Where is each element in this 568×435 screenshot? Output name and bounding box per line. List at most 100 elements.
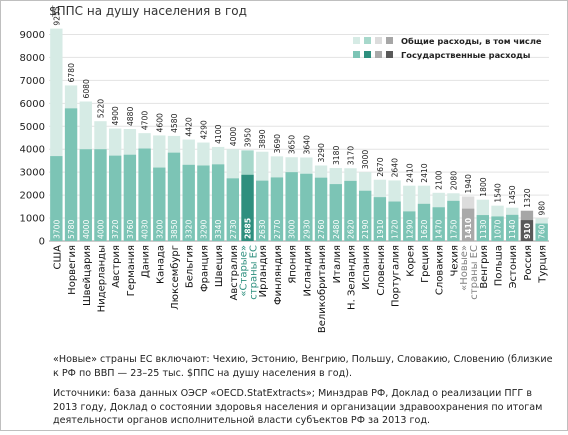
chart-title: $ППС на душу населения в год bbox=[49, 4, 247, 18]
legend-swatch-total-3 bbox=[375, 37, 382, 44]
category-label: Австрия bbox=[111, 245, 122, 288]
category-label: Венгрия bbox=[479, 245, 490, 289]
data-label-public: 2190 bbox=[361, 220, 370, 239]
bar-public bbox=[94, 149, 107, 241]
category-label: Австралия bbox=[229, 245, 240, 300]
category-label: Люксембург bbox=[170, 245, 181, 310]
category-label: США bbox=[52, 245, 63, 270]
category-label: Бельгия bbox=[185, 245, 196, 288]
bar-public bbox=[535, 223, 548, 241]
bar-public bbox=[314, 177, 328, 241]
category-label: Греция bbox=[420, 245, 431, 283]
y-tick-label: 6000 bbox=[20, 99, 45, 110]
bar-public bbox=[359, 190, 372, 241]
bar-public bbox=[79, 149, 92, 241]
y-tick-label: 8000 bbox=[20, 53, 45, 64]
data-label-total: 2080 bbox=[449, 171, 458, 190]
bar-public bbox=[506, 214, 519, 241]
data-label-total: 3290 bbox=[317, 143, 326, 162]
data-label-public: 1290 bbox=[405, 220, 414, 239]
category-label: Чехия bbox=[449, 245, 460, 276]
bar-public bbox=[432, 207, 445, 241]
bar-public bbox=[388, 201, 401, 241]
category-label: Россия bbox=[523, 245, 534, 281]
data-label-public: 3320 bbox=[185, 220, 194, 239]
data-label-public: 3760 bbox=[126, 220, 135, 239]
data-label-public: 4030 bbox=[141, 220, 150, 239]
note-sources: Источники: база данных ОЭСР «OECD.StatEx… bbox=[53, 388, 543, 427]
category-label: Канада bbox=[155, 245, 166, 284]
data-label-total: 3690 bbox=[273, 134, 282, 153]
data-label-public: 2885 bbox=[244, 218, 253, 239]
y-tick-label: 2000 bbox=[20, 191, 45, 202]
data-label-total: 4600 bbox=[155, 113, 164, 132]
bar-public bbox=[197, 165, 210, 241]
bar-public bbox=[417, 203, 431, 241]
bar-public bbox=[123, 154, 137, 241]
data-label-public: 3850 bbox=[170, 220, 179, 239]
data-label-public: 3700 bbox=[52, 220, 61, 239]
data-label-public: 3290 bbox=[199, 220, 208, 239]
bar-public bbox=[211, 164, 225, 241]
data-label-total: 980 bbox=[538, 201, 547, 216]
category-label: Финляндия bbox=[273, 245, 284, 305]
data-label-public: 1620 bbox=[420, 220, 429, 239]
category-label: Нидерланды bbox=[96, 245, 107, 312]
y-tick-label: 9000 bbox=[20, 30, 45, 41]
data-label-total: 2670 bbox=[376, 157, 385, 176]
bar-public bbox=[226, 178, 239, 241]
y-tick-label: 5000 bbox=[20, 122, 45, 133]
bar-public bbox=[300, 173, 313, 241]
data-label-total: 6780 bbox=[67, 63, 76, 82]
bar-public bbox=[447, 200, 460, 241]
legend-label-total: Общие расходы, в том числе bbox=[401, 36, 542, 46]
data-label-total: 3650 bbox=[288, 135, 297, 154]
data-label-total: 1320 bbox=[523, 188, 532, 207]
data-label-public: 2620 bbox=[346, 220, 355, 239]
category-label: Италия bbox=[332, 245, 343, 283]
bar-public bbox=[138, 148, 151, 241]
bar-public bbox=[153, 167, 166, 241]
note-new-eu: «Новые» страны ЕС включают: Чехию, Эстон… bbox=[53, 354, 553, 379]
legend-swatch-total-2 bbox=[364, 37, 371, 44]
data-label-public: 1720 bbox=[391, 220, 400, 239]
data-label-total: 4290 bbox=[199, 120, 208, 139]
bar-public bbox=[461, 208, 475, 241]
legend-swatch-public-1 bbox=[353, 51, 360, 58]
bar-public bbox=[344, 180, 357, 241]
data-label-total: 3640 bbox=[302, 135, 311, 154]
category-label: Эстония bbox=[508, 245, 519, 288]
category-label-line2: страны ЕС bbox=[249, 245, 260, 300]
data-label-total: 4900 bbox=[111, 106, 120, 125]
bar-public bbox=[520, 220, 534, 241]
data-label-public: 1070 bbox=[494, 220, 503, 239]
bar-public bbox=[285, 172, 298, 241]
data-label-total: 6080 bbox=[82, 79, 91, 98]
footnotes: «Новые» страны ЕС включают: Чехию, Эстон… bbox=[53, 353, 553, 435]
bar-public bbox=[491, 216, 504, 241]
data-label-total: 3950 bbox=[244, 128, 253, 147]
data-label-public: 1410 bbox=[464, 218, 473, 239]
data-label-total: 1800 bbox=[479, 177, 488, 196]
y-tick-label: 1000 bbox=[20, 214, 45, 225]
legend-swatch-public-4 bbox=[386, 51, 393, 58]
legend-swatch-public-3 bbox=[375, 51, 382, 58]
data-label-public: 760 bbox=[538, 224, 547, 239]
y-tick-label: 4000 bbox=[20, 145, 45, 156]
legend-swatch-total-4 bbox=[386, 37, 393, 44]
category-label: Польша bbox=[494, 245, 505, 286]
data-label-public: 2930 bbox=[302, 220, 311, 239]
category-label: Корея bbox=[405, 245, 416, 277]
data-label-total: 1540 bbox=[494, 183, 503, 202]
data-label-public: 3720 bbox=[111, 220, 120, 239]
data-label-public: 1910 bbox=[376, 220, 385, 239]
data-label-public: 1750 bbox=[449, 220, 458, 239]
data-label-total: 2410 bbox=[405, 163, 414, 182]
bar-public bbox=[182, 164, 195, 241]
category-label: Великобритания bbox=[317, 245, 328, 333]
data-label-total: 1940 bbox=[464, 174, 473, 193]
data-label-total: 4000 bbox=[229, 127, 238, 146]
data-label-public: 5780 bbox=[67, 220, 76, 239]
category-label: Швейцария bbox=[82, 245, 93, 306]
